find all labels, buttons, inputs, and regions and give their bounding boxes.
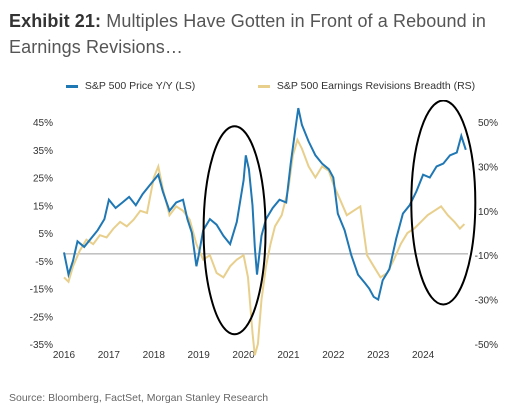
y-left-ticks: 45% 35% 25% 15% 5% -5% -15% -25% -35% xyxy=(30,118,53,351)
x-tick-label: 2024 xyxy=(412,350,435,361)
y-left-tick-label: -35% xyxy=(30,340,53,351)
y-right-tick-label: -50% xyxy=(475,340,498,351)
annotation-ellipse-2024 xyxy=(410,100,477,306)
y-left-tick-label: 45% xyxy=(33,118,53,129)
y-right-ticks: 50% 30% 10% -10% -30% -50% xyxy=(475,118,498,351)
legend-label-revisions: S&P 500 Earnings Revisions Breadth (RS) xyxy=(276,80,476,92)
legend-label-price: S&P 500 Price Y/Y (LS) xyxy=(84,80,196,92)
exhibit-label: Exhibit 21: xyxy=(9,11,102,31)
y-left-tick-label: 35% xyxy=(33,146,53,157)
x-tick-label: 2018 xyxy=(143,350,166,361)
y-right-tick-label: 50% xyxy=(478,118,498,129)
x-tick-label: 2019 xyxy=(188,350,211,361)
x-tick-label: 2017 xyxy=(98,350,121,361)
annotation-ellipse-2019 xyxy=(202,125,267,336)
source-note: Source: Bloomberg, FactSet, Morgan Stanl… xyxy=(9,392,269,404)
chart-title: Exhibit 21: Multiples Have Gotten in Fro… xyxy=(9,8,514,60)
x-tick-label: 2021 xyxy=(277,350,300,361)
y-left-tick-label: -5% xyxy=(35,257,53,268)
x-tick-label: 2022 xyxy=(322,350,345,361)
chart-plot: 45% 35% 25% 15% 5% -5% -15% -25% -35% 50% 30% 10% -… xyxy=(30,100,498,361)
y-left-tick-label: 25% xyxy=(33,174,53,185)
x-tick-label: 2016 xyxy=(53,350,76,361)
y-right-tick-label: -30% xyxy=(475,296,498,307)
series-line-revisions xyxy=(63,137,466,356)
series-line-price xyxy=(63,107,467,302)
legend-item-revisions: S&P 500 Earnings Revisions Breadth (RS) xyxy=(258,80,475,92)
y-left-tick-label: 5% xyxy=(39,229,54,240)
y-right-tick-label: 10% xyxy=(478,207,498,218)
x-tick-label: 2023 xyxy=(367,350,390,361)
y-left-tick-label: -15% xyxy=(30,285,53,296)
y-left-tick-label: 15% xyxy=(33,201,53,212)
legend-swatch-price xyxy=(66,84,78,88)
y-right-tick-label: 30% xyxy=(478,162,498,173)
x-tick-label: 2020 xyxy=(232,350,255,361)
title-text: Multiples Have Gotten in Front of a Rebo… xyxy=(9,11,487,57)
y-left-tick-label: -25% xyxy=(30,312,53,323)
x-ticks: 2016 2017 2018 2019 2020 2021 2022 2023 2024 xyxy=(53,350,435,361)
y-right-tick-label: -10% xyxy=(475,251,498,262)
legend-item-price: S&P 500 Price Y/Y (LS) xyxy=(66,80,195,92)
legend-swatch-revisions xyxy=(258,84,270,88)
